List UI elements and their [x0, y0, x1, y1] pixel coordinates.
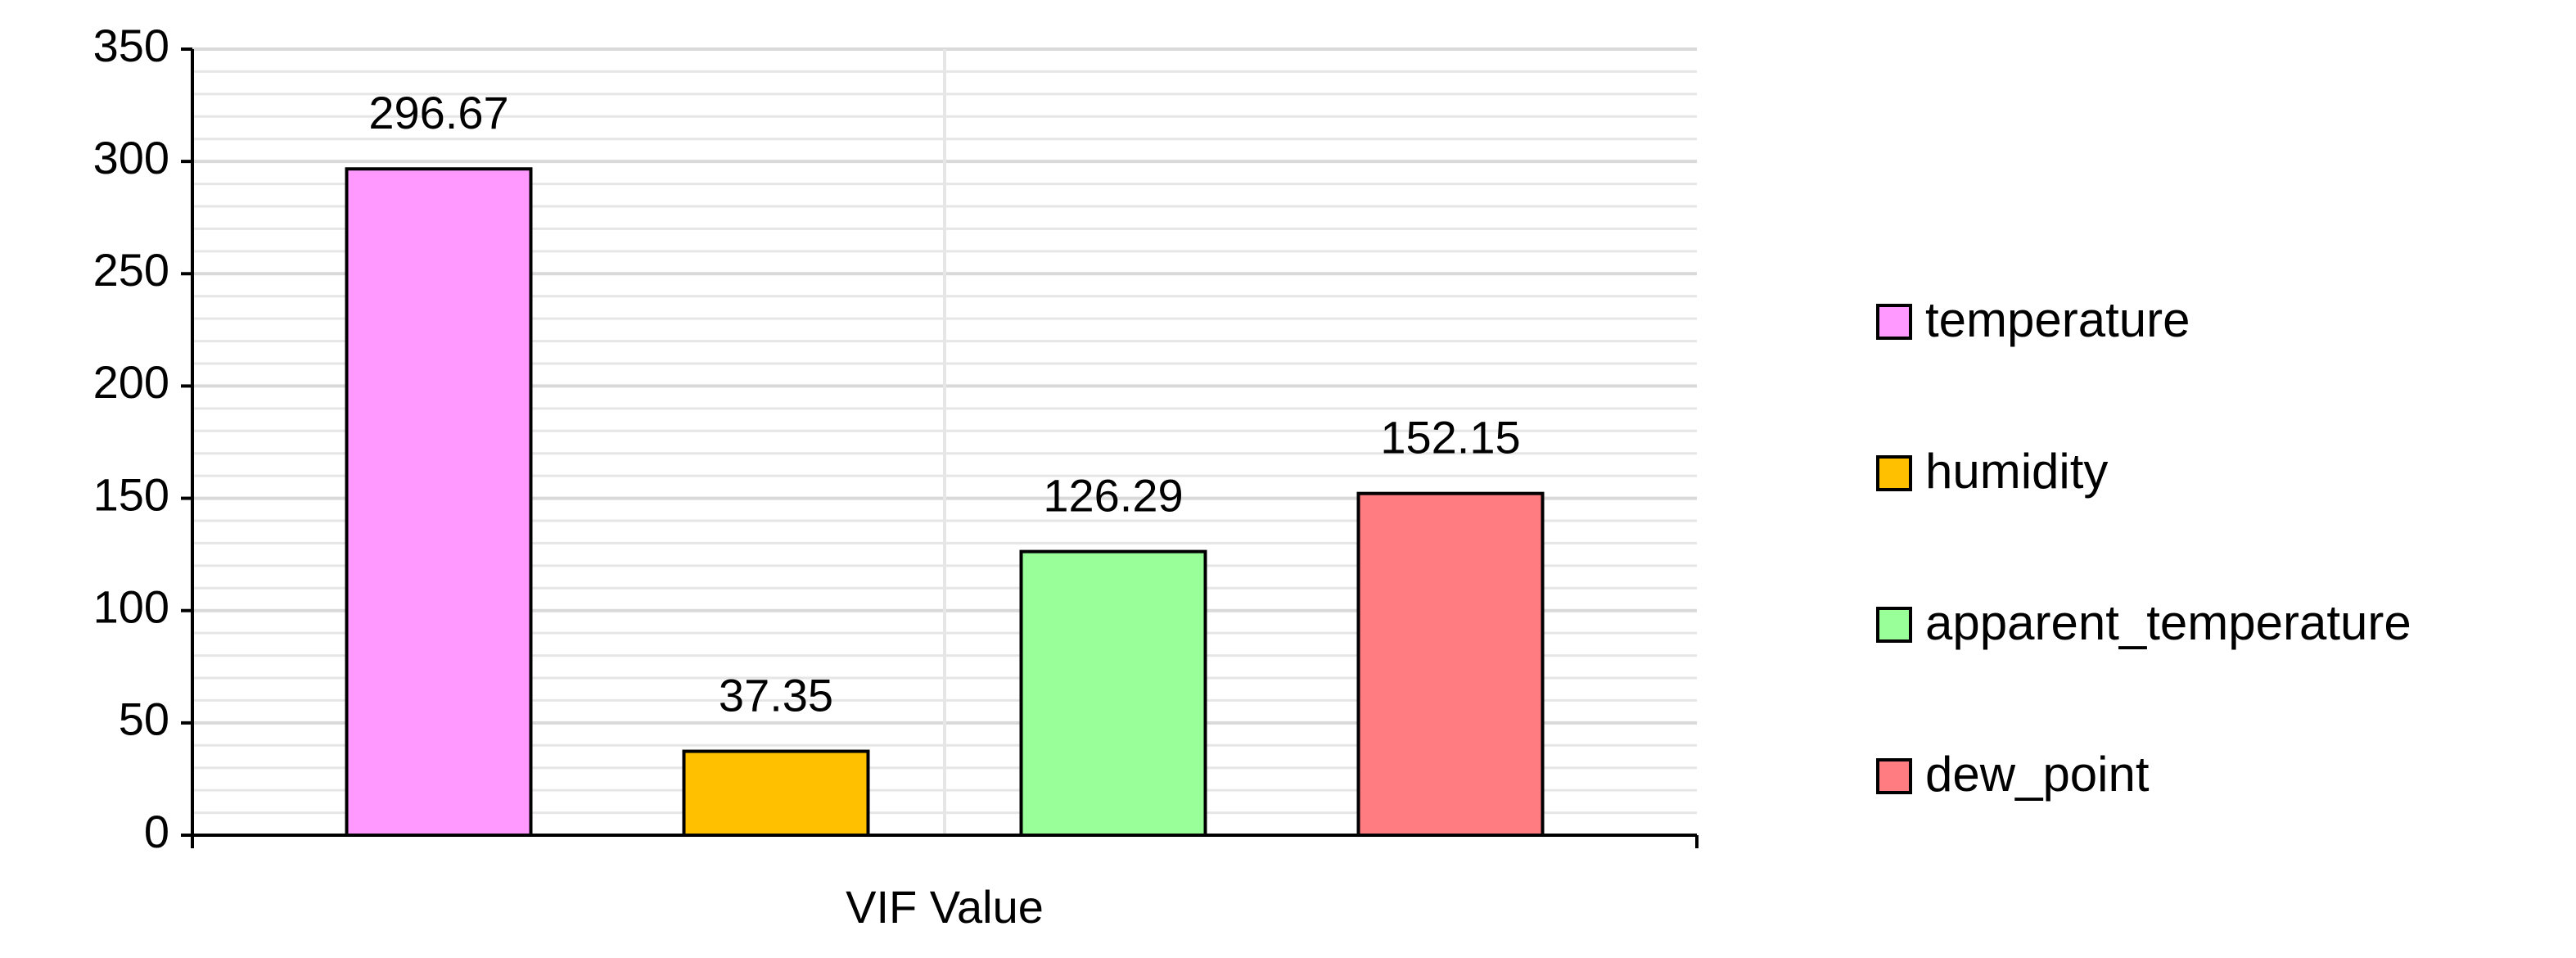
data-label: 152.15 [1380, 411, 1520, 463]
y-tick-label: 0 [144, 806, 169, 857]
data-label: 126.29 [1043, 469, 1183, 521]
legend-label: apparent_temperature [1925, 595, 2411, 650]
legend-label: dew_point [1925, 747, 2150, 802]
legend-swatch [1876, 758, 1912, 794]
y-tick-label: 150 [93, 468, 169, 520]
bar [1019, 549, 1207, 837]
bar [345, 167, 533, 838]
data-label: 296.67 [368, 87, 508, 138]
bar [682, 749, 870, 837]
legend-label: temperature [1925, 292, 2190, 347]
y-tick-label: 250 [93, 244, 169, 296]
legend-swatch [1876, 455, 1912, 491]
y-tick-label: 50 [119, 694, 169, 745]
y-tick-label: 300 [93, 132, 169, 183]
y-tick-label: 100 [93, 581, 169, 633]
legend-swatch [1876, 607, 1912, 643]
legend-swatch [1876, 304, 1912, 340]
y-tick-label: 200 [93, 356, 169, 408]
data-label: 37.35 [719, 669, 833, 721]
x-tick-label: VIF Value [846, 881, 1044, 933]
y-tick-label: 350 [93, 20, 169, 71]
bar [1356, 491, 1545, 837]
legend-label: humidity [1925, 444, 2108, 499]
